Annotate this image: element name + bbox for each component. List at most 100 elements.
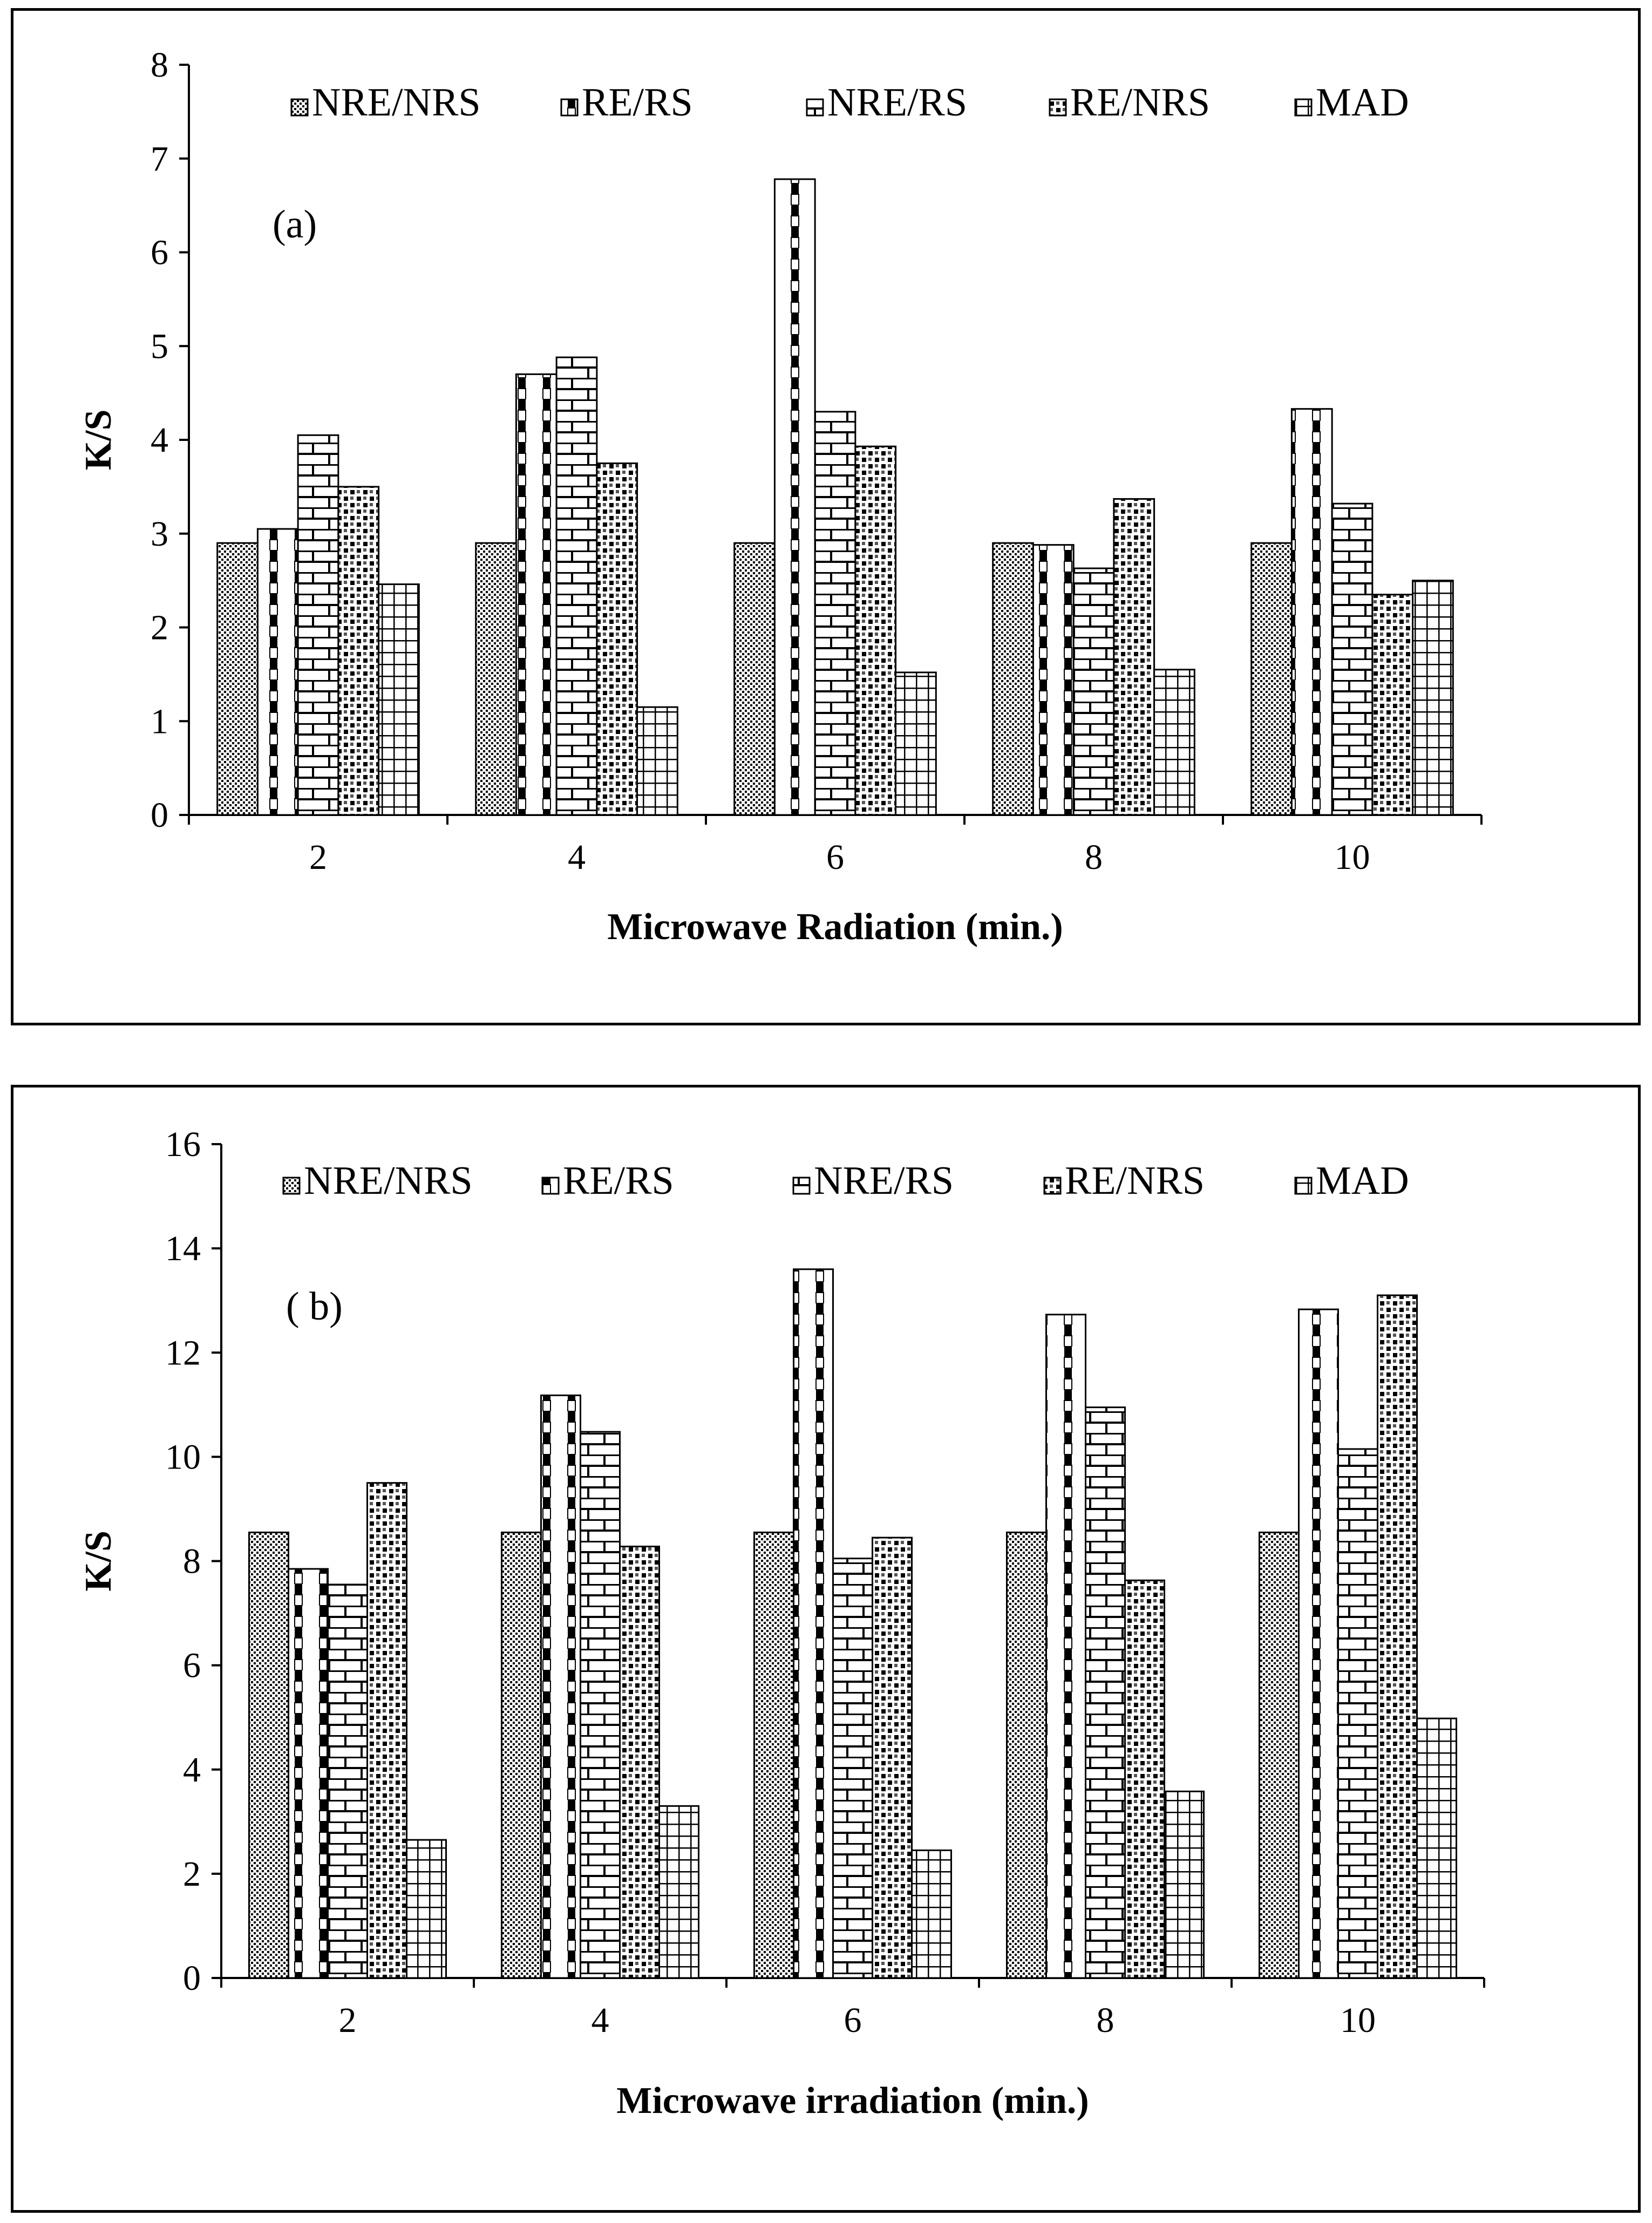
panel-label: ( b) xyxy=(286,1284,343,1329)
x-tick-label: 8 xyxy=(1085,838,1103,877)
bar-mad-4 xyxy=(636,706,678,816)
bar-nre-rs-6 xyxy=(814,411,856,816)
bar-nre-nrs-8 xyxy=(992,542,1034,816)
legend-label: RE/RS xyxy=(582,80,693,125)
x-tick-label: 6 xyxy=(844,2001,862,2040)
bar-re-rs-10 xyxy=(1290,408,1333,816)
legend-swatch xyxy=(290,98,309,117)
bar-re-nrs-8 xyxy=(1113,498,1155,816)
bar-re-nrs-10 xyxy=(1377,1294,1418,1979)
bar-re-nrs-6 xyxy=(854,445,897,816)
y-tick-label: 0 xyxy=(183,1959,201,1998)
y-tick-label: 4 xyxy=(183,1750,201,1790)
y-tick-label: 8 xyxy=(183,1542,201,1581)
legend-swatch xyxy=(1043,1177,1062,1195)
bar-nre-nrs-8 xyxy=(1005,1531,1047,1979)
y-tick-label: 6 xyxy=(151,233,168,273)
bar-re-nrs-4 xyxy=(619,1545,661,1979)
bar-nre-rs-10 xyxy=(1337,1448,1379,1979)
y-tick-label: 7 xyxy=(151,139,168,179)
bar-nre-nrs-4 xyxy=(475,542,517,816)
legend-label: NRE/NRS xyxy=(304,1159,473,1203)
bar-mad-2 xyxy=(378,583,420,816)
bar-re-rs-4 xyxy=(540,1394,581,1979)
bar-re-rs-6 xyxy=(773,178,816,816)
bar-nre-nrs-6 xyxy=(733,542,776,816)
bar-mad-8 xyxy=(1153,669,1195,816)
bar-re-nrs-2 xyxy=(366,1482,408,1979)
bar-re-nrs-10 xyxy=(1371,594,1414,816)
y-tick-label: 10 xyxy=(165,1437,201,1477)
legend-swatch xyxy=(282,1177,301,1195)
y-tick-label: 3 xyxy=(151,514,168,554)
bar-mad-8 xyxy=(1164,1790,1205,1979)
bar-re-nrs-6 xyxy=(872,1537,913,1979)
bar-nre-rs-2 xyxy=(297,434,339,816)
bar-nre-rs-2 xyxy=(327,1583,369,1979)
bar-nre-rs-8 xyxy=(1084,1406,1126,1979)
legend-label: NRE/RS xyxy=(827,80,967,125)
bar-re-rs-8 xyxy=(1045,1314,1086,1979)
chart-panel-b: 0 2 4 6 8 10 12 14 16 2 4 6 8 10 NRE/NRS RE/RS NRE/RS RE/… xyxy=(11,1085,1641,2213)
legend-label: RE/NRS xyxy=(1065,1159,1205,1203)
bar-mad-6 xyxy=(895,671,937,816)
y-tick-label: 8 xyxy=(151,45,168,85)
x-tick-label: 2 xyxy=(339,2001,357,2040)
x-tick-label: 8 xyxy=(1097,2001,1114,2040)
bar-re-rs-6 xyxy=(792,1268,834,1979)
bar-mad-10 xyxy=(1412,580,1454,816)
x-tick-label: 10 xyxy=(1340,2001,1376,2040)
bar-re-rs-2 xyxy=(287,1568,329,1979)
y-tick-label: 16 xyxy=(165,1125,201,1164)
x-axis-title: Microwave Radiation (min.) xyxy=(607,906,1063,948)
legend-swatch xyxy=(1294,1177,1313,1195)
y-axis-title: K/S xyxy=(78,1531,119,1592)
legend-swatch xyxy=(1049,98,1067,117)
bar-nre-nrs-10 xyxy=(1250,542,1293,816)
x-tick-label: 4 xyxy=(592,2001,609,2040)
y-tick-label: 14 xyxy=(165,1229,201,1268)
bar-nre-nrs-10 xyxy=(1258,1531,1300,1979)
chart-panel-a: 0 1 2 3 4 5 6 7 8 2 4 6 8 10 NRE/NRS RE/RS NRE/RS RE/NRS M… xyxy=(11,8,1641,1025)
bar-nre-rs-10 xyxy=(1331,502,1374,816)
bar-mad-6 xyxy=(911,1849,953,1979)
x-tick-label: 6 xyxy=(826,838,844,877)
legend-swatch xyxy=(541,1177,560,1195)
bar-re-rs-8 xyxy=(1032,544,1075,816)
legend-label: MAD xyxy=(1316,1159,1409,1203)
bar-nre-rs-8 xyxy=(1072,567,1115,816)
x-tick-label: 2 xyxy=(309,838,327,877)
bar-nre-nrs-2 xyxy=(248,1531,289,1979)
y-tick-label: 2 xyxy=(183,1854,201,1894)
bar-mad-10 xyxy=(1416,1717,1458,1979)
bar-re-nrs-8 xyxy=(1124,1579,1166,1979)
legend-label: RE/RS xyxy=(563,1159,674,1203)
y-tick-label: 0 xyxy=(151,796,168,835)
legend-label: RE/NRS xyxy=(1070,80,1210,125)
bar-re-nrs-4 xyxy=(596,462,638,816)
legend-label: NRE/RS xyxy=(814,1159,954,1203)
bar-re-nrs-2 xyxy=(337,486,380,816)
legend-label: NRE/NRS xyxy=(312,80,481,125)
y-tick-label: 4 xyxy=(151,420,168,460)
y-tick-label: 6 xyxy=(183,1646,201,1685)
x-tick-label: 10 xyxy=(1335,838,1370,877)
bar-nre-nrs-4 xyxy=(500,1531,542,1979)
legend-swatch xyxy=(806,98,824,117)
bar-re-rs-10 xyxy=(1297,1308,1339,1979)
bar-nre-rs-4 xyxy=(555,356,598,816)
bar-nre-rs-4 xyxy=(579,1431,621,1979)
bar-nre-rs-6 xyxy=(832,1558,874,1979)
y-tick-label: 5 xyxy=(151,327,168,366)
legend-swatch xyxy=(560,98,579,117)
y-tick-label: 12 xyxy=(165,1333,201,1372)
chart-b-svg: 0 2 4 6 8 10 12 14 16 2 4 6 8 10 NRE/NRS RE/RS NRE/RS RE/… xyxy=(78,1125,1485,2122)
legend-swatch xyxy=(1294,98,1313,117)
bar-nre-nrs-2 xyxy=(216,542,259,816)
y-tick-label: 2 xyxy=(151,608,168,648)
bar-nre-nrs-6 xyxy=(753,1531,794,1979)
bar-mad-2 xyxy=(406,1839,447,1979)
bar-re-rs-2 xyxy=(256,528,299,816)
legend-swatch xyxy=(792,1177,811,1195)
bar-mad-4 xyxy=(658,1805,700,1979)
